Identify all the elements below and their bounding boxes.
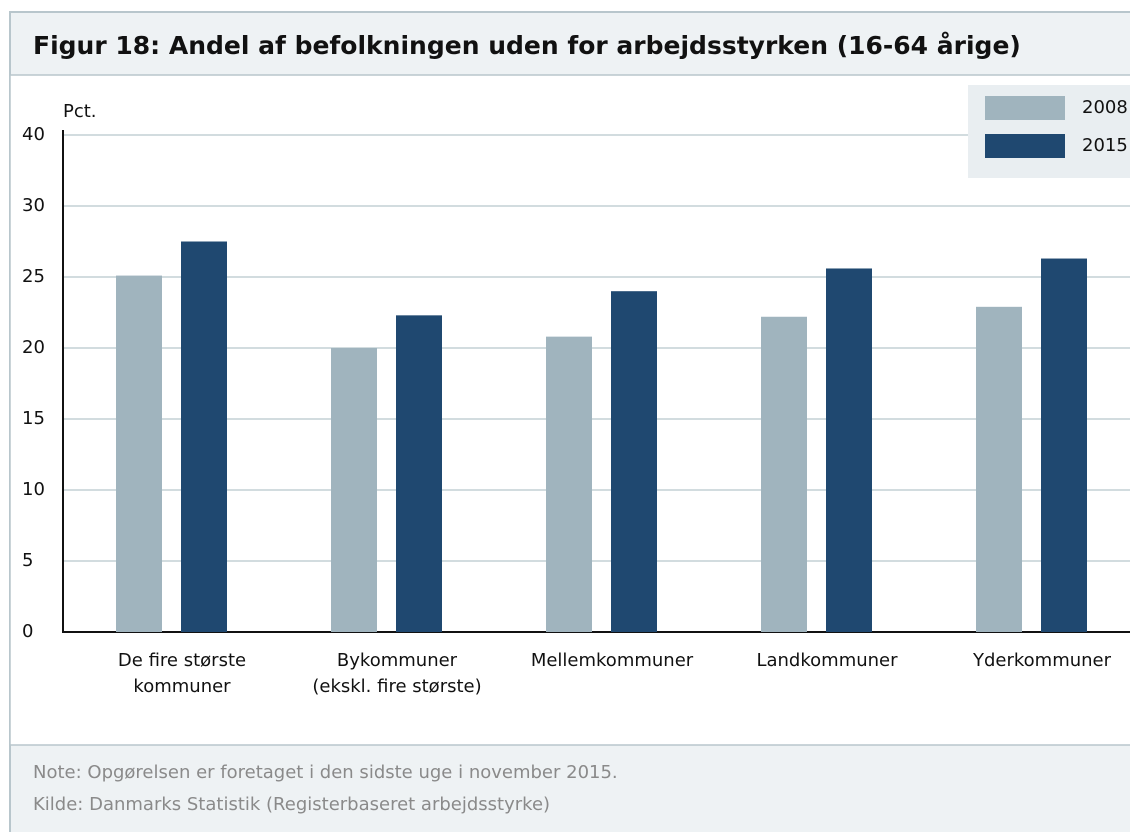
bar	[1041, 258, 1087, 632]
bar	[181, 241, 227, 632]
x-tick-label: Mellemkommuner	[530, 650, 694, 671]
y-tick-label: 20	[22, 337, 45, 358]
y-tick-label: 10	[22, 479, 45, 500]
x-tick-label: De fire største kommuner	[117, 650, 247, 697]
chart-title: Figur 18: Andel af befolkningen uden for…	[33, 31, 1021, 60]
y-axis-label: Pct.	[63, 101, 97, 122]
legend-swatch	[985, 96, 1065, 120]
note: Note: Opgørelsen er foretaget i den sids…	[33, 762, 618, 783]
x-tick-label: Yderkommuner	[972, 650, 1112, 671]
legend-label: 2015	[1082, 135, 1128, 156]
y-tick-label: 40	[22, 124, 45, 145]
y-tick-label: 25	[22, 266, 45, 287]
y-tick-label: 30	[22, 195, 45, 216]
legend-label: 2008	[1082, 97, 1128, 118]
bar	[761, 316, 807, 632]
y-tick-label: 5	[22, 550, 33, 571]
bar	[546, 336, 592, 632]
source: Kilde: Danmarks Statistik (Registerbaser…	[33, 794, 550, 815]
x-tick-label: Landkommuner	[756, 650, 898, 671]
legend-swatch	[985, 134, 1065, 158]
bar	[396, 315, 442, 632]
bar	[611, 291, 657, 632]
bar	[331, 348, 377, 632]
bar	[826, 268, 872, 632]
y-tick-label: 15	[22, 408, 45, 429]
bar	[976, 306, 1022, 632]
y-tick-label: 0	[22, 621, 33, 642]
x-tick-label: Bykommuner (ekskl. fire største)	[312, 650, 482, 697]
bar	[116, 275, 162, 632]
